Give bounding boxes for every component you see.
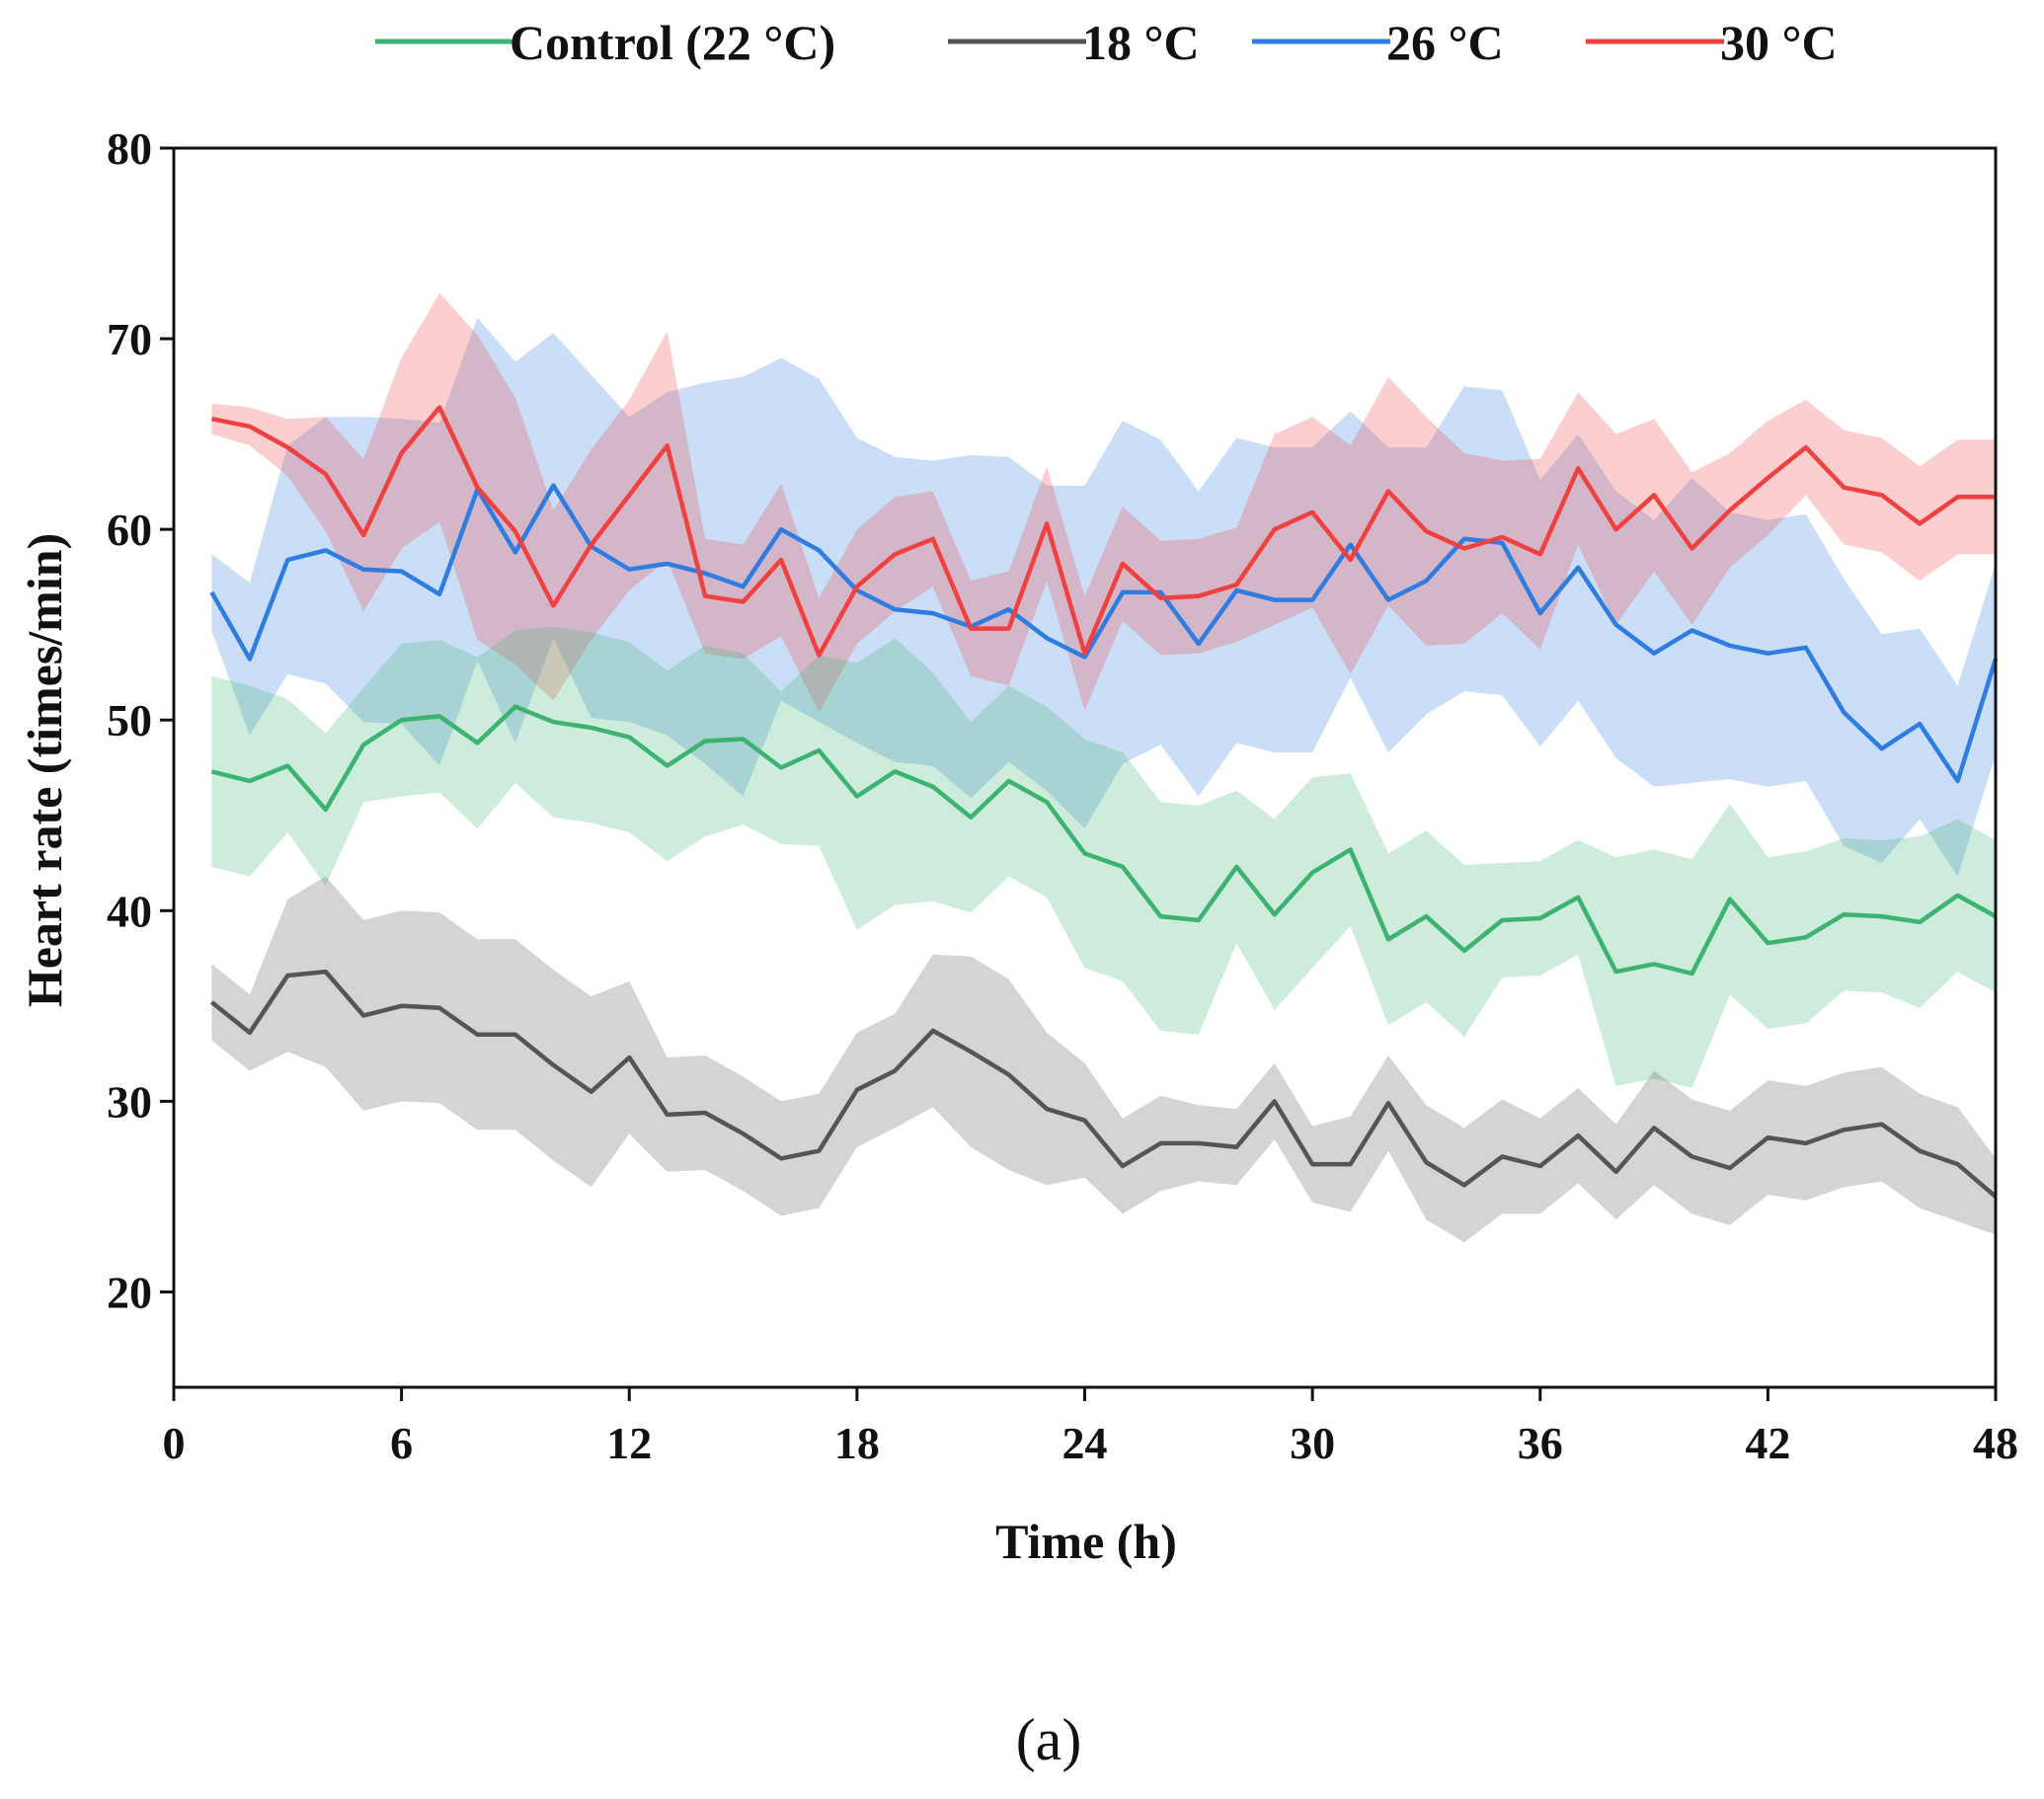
y-tick-label: 80 [107, 123, 152, 174]
series-line-3 [210, 405, 1996, 658]
x-tick-label: 6 [390, 1418, 413, 1468]
x-tick-label: 18 [834, 1418, 880, 1468]
figure-caption: (a) [1016, 1707, 1082, 1772]
x-tick-label: 42 [1745, 1418, 1790, 1468]
x-axis-label: Time (h) [995, 1514, 1177, 1569]
legend-label: Control (22 °C) [510, 15, 835, 70]
series-line-2 [209, 483, 1999, 784]
x-tick-label: 0 [163, 1418, 186, 1468]
x-tick-label: 12 [606, 1418, 652, 1468]
legend: Control (22 °C) 18 °C 26 °C 30 °C [375, 15, 1838, 70]
y-tick-label: 70 [107, 314, 152, 364]
legend-label: 18 °C [1082, 15, 1200, 70]
y-tick-label: 50 [107, 695, 152, 745]
legend-item: Control (22 °C) [375, 15, 835, 70]
legend-item: 30 °C [1586, 15, 1838, 70]
legend-item: 18 °C [948, 15, 1200, 70]
error-band-0 [211, 626, 1996, 1088]
x-tick-label: 48 [1973, 1418, 2018, 1468]
error-bands [211, 292, 1996, 1243]
error-band-1 [211, 876, 1996, 1243]
y-tick-label: 30 [107, 1076, 152, 1127]
y-tick-label: 20 [107, 1267, 152, 1317]
y-tick-label: 60 [107, 505, 152, 555]
x-tick-label: 24 [1062, 1418, 1108, 1468]
error-band-3 [211, 292, 1996, 713]
axis-ticks: 0 6 12 18 24 30 36 42 48 20 30 40 50 60 70 80 [107, 123, 2018, 1468]
series-line-0 [210, 704, 1998, 977]
y-tick-label: 40 [107, 886, 152, 936]
x-tick-label: 36 [1518, 1418, 1563, 1468]
legend-item: 26 °C [1252, 15, 1504, 70]
series-lines [209, 405, 1999, 1199]
x-tick-label: 30 [1290, 1418, 1335, 1468]
series-line-1 [209, 969, 1998, 1199]
legend-label: 26 °C [1386, 15, 1504, 70]
y-axis-label: Heart rate (times/min) [17, 533, 72, 1007]
legend-label: 30 °C [1720, 15, 1838, 70]
